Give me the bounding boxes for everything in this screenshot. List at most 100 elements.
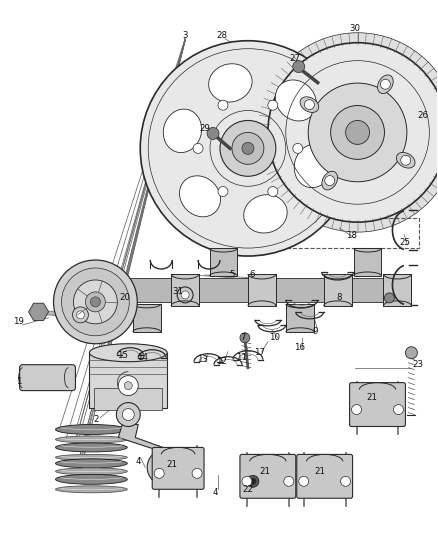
Circle shape bbox=[193, 143, 203, 154]
Text: 8: 8 bbox=[337, 293, 343, 302]
Text: 20: 20 bbox=[120, 293, 131, 302]
Circle shape bbox=[218, 100, 228, 110]
Circle shape bbox=[140, 41, 356, 256]
Ellipse shape bbox=[56, 424, 127, 434]
FancyBboxPatch shape bbox=[384, 274, 411, 306]
FancyBboxPatch shape bbox=[324, 274, 352, 306]
Text: 21: 21 bbox=[166, 460, 178, 469]
Ellipse shape bbox=[56, 468, 127, 475]
Text: 12: 12 bbox=[216, 357, 227, 366]
Ellipse shape bbox=[294, 144, 332, 188]
Ellipse shape bbox=[322, 171, 338, 190]
Ellipse shape bbox=[163, 109, 201, 152]
Ellipse shape bbox=[56, 443, 127, 452]
Ellipse shape bbox=[56, 474, 127, 484]
FancyBboxPatch shape bbox=[133, 304, 161, 332]
Circle shape bbox=[192, 469, 202, 478]
Circle shape bbox=[401, 155, 411, 165]
FancyBboxPatch shape bbox=[95, 387, 162, 409]
Circle shape bbox=[53, 260, 137, 344]
Circle shape bbox=[240, 333, 250, 343]
Circle shape bbox=[218, 187, 228, 197]
Circle shape bbox=[232, 132, 264, 164]
Circle shape bbox=[122, 409, 134, 421]
Circle shape bbox=[293, 61, 305, 72]
Circle shape bbox=[74, 280, 117, 324]
Polygon shape bbox=[195, 278, 252, 302]
FancyBboxPatch shape bbox=[95, 274, 122, 306]
Circle shape bbox=[385, 293, 395, 303]
Circle shape bbox=[90, 297, 100, 307]
Circle shape bbox=[72, 307, 88, 323]
Circle shape bbox=[380, 79, 390, 89]
Circle shape bbox=[181, 291, 189, 299]
Text: 22: 22 bbox=[242, 485, 254, 494]
Ellipse shape bbox=[56, 459, 127, 468]
Text: 15: 15 bbox=[117, 351, 128, 360]
FancyBboxPatch shape bbox=[20, 365, 75, 391]
Text: 7: 7 bbox=[240, 333, 246, 342]
Circle shape bbox=[124, 382, 132, 390]
Circle shape bbox=[341, 477, 350, 486]
Ellipse shape bbox=[208, 64, 252, 102]
FancyBboxPatch shape bbox=[240, 455, 296, 498]
Text: 30: 30 bbox=[349, 25, 360, 33]
Text: 4: 4 bbox=[135, 457, 141, 466]
Text: 29: 29 bbox=[200, 124, 211, 133]
Ellipse shape bbox=[244, 195, 287, 233]
Circle shape bbox=[325, 175, 335, 185]
Text: 21: 21 bbox=[366, 393, 377, 402]
Circle shape bbox=[117, 402, 140, 426]
FancyBboxPatch shape bbox=[248, 274, 276, 306]
FancyBboxPatch shape bbox=[297, 455, 353, 498]
Circle shape bbox=[157, 459, 173, 475]
Text: 5: 5 bbox=[229, 270, 235, 279]
Text: 21: 21 bbox=[259, 467, 270, 476]
Text: 4: 4 bbox=[212, 488, 218, 497]
Ellipse shape bbox=[378, 75, 393, 94]
Ellipse shape bbox=[180, 176, 220, 217]
Polygon shape bbox=[28, 303, 49, 320]
FancyBboxPatch shape bbox=[171, 274, 199, 306]
Circle shape bbox=[61, 268, 129, 336]
Circle shape bbox=[268, 43, 438, 222]
Circle shape bbox=[293, 143, 303, 154]
Circle shape bbox=[207, 127, 219, 140]
Text: 21: 21 bbox=[314, 467, 325, 476]
Ellipse shape bbox=[276, 80, 316, 121]
Circle shape bbox=[393, 405, 403, 415]
Text: 6: 6 bbox=[249, 270, 254, 279]
Circle shape bbox=[268, 187, 278, 197]
Circle shape bbox=[154, 469, 164, 478]
Polygon shape bbox=[118, 424, 168, 462]
Circle shape bbox=[118, 376, 138, 395]
Text: 18: 18 bbox=[346, 231, 357, 240]
FancyBboxPatch shape bbox=[89, 353, 167, 408]
Text: 28: 28 bbox=[216, 31, 227, 40]
Polygon shape bbox=[272, 278, 328, 302]
Circle shape bbox=[258, 33, 438, 232]
Text: 19: 19 bbox=[13, 317, 24, 326]
Circle shape bbox=[242, 477, 252, 486]
Circle shape bbox=[268, 100, 278, 110]
Circle shape bbox=[299, 477, 309, 486]
Text: 23: 23 bbox=[412, 360, 423, 369]
Text: 2: 2 bbox=[94, 415, 99, 424]
Text: 9: 9 bbox=[312, 327, 318, 336]
Text: 25: 25 bbox=[399, 238, 410, 247]
Circle shape bbox=[85, 292, 106, 312]
FancyBboxPatch shape bbox=[353, 248, 381, 276]
Ellipse shape bbox=[56, 455, 127, 461]
FancyBboxPatch shape bbox=[152, 447, 204, 489]
Circle shape bbox=[242, 142, 254, 155]
Text: 13: 13 bbox=[197, 355, 208, 364]
Circle shape bbox=[148, 49, 348, 248]
FancyBboxPatch shape bbox=[350, 383, 406, 426]
Ellipse shape bbox=[300, 97, 319, 112]
Circle shape bbox=[147, 449, 183, 486]
Circle shape bbox=[346, 120, 370, 144]
Circle shape bbox=[308, 83, 407, 182]
Circle shape bbox=[352, 405, 361, 415]
Ellipse shape bbox=[396, 152, 415, 168]
Polygon shape bbox=[118, 278, 175, 302]
